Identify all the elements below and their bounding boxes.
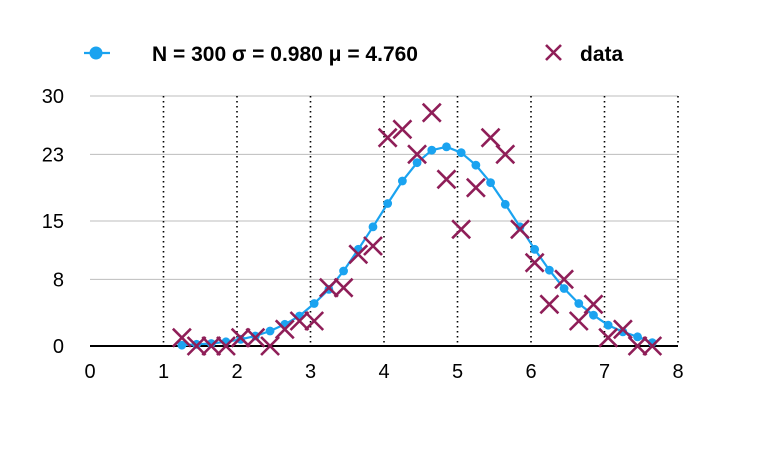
legend-data-label: data [580, 43, 624, 66]
data-point [598, 327, 619, 348]
fit-point [427, 145, 437, 155]
x-tick-label: 2 [231, 361, 242, 383]
x-tick-label: 5 [452, 361, 463, 383]
legend-data-marker [545, 44, 562, 61]
x-tick-label: 7 [599, 361, 610, 383]
data-point [201, 336, 222, 356]
fit-point [515, 222, 525, 232]
y-tick-label: 8 [53, 269, 64, 291]
fit-point [368, 222, 378, 232]
fit-point [559, 284, 569, 293]
fit-point [603, 320, 613, 330]
data-point [171, 327, 192, 348]
grid [90, 95, 679, 346]
data-point [392, 119, 413, 140]
data-point [318, 277, 339, 298]
x-tick-label: 1 [158, 361, 169, 383]
legend-fit-marker [84, 46, 110, 60]
data-point [539, 294, 560, 315]
fit-point [206, 339, 216, 348]
data-point [465, 177, 486, 198]
fit-point [574, 299, 584, 308]
fit-point [500, 199, 510, 209]
x-tick-labels: 0 1 2 3 4 5 6 7 8 [84, 361, 683, 383]
fit-series [177, 142, 657, 350]
fit-point [618, 327, 628, 337]
fit-point [397, 176, 407, 186]
y-tick-label: 23 [42, 144, 64, 166]
data-point [304, 311, 325, 331]
fit-point [456, 148, 466, 158]
fit-point [471, 160, 481, 170]
data-point [436, 169, 457, 190]
fit-point [383, 199, 393, 208]
data-point [568, 311, 589, 331]
data-point [348, 244, 369, 265]
data-series [171, 102, 663, 356]
y-tick-label: 0 [53, 336, 64, 358]
data-point [230, 327, 251, 348]
legend-fit-label: N = 300 σ = 0.980 μ = 4.760 [152, 43, 418, 66]
data-point [333, 277, 354, 298]
fit-curve-line [181, 145, 653, 347]
data-point [642, 336, 663, 356]
data-point [510, 219, 530, 240]
data-point [627, 336, 648, 356]
data-point [377, 127, 398, 148]
data-point [612, 319, 633, 340]
data-point [245, 327, 266, 348]
y-tick-labels: 0 8 15 23 30 [42, 86, 64, 358]
data-point [480, 127, 501, 148]
fit-point [589, 310, 598, 320]
y-tick-label: 15 [42, 211, 64, 233]
data-point [495, 144, 516, 165]
fit-point [486, 178, 495, 188]
data-point [524, 252, 545, 273]
x-tick-label: 0 [84, 361, 95, 383]
x-tick-label: 8 [672, 361, 683, 383]
fit-point [265, 326, 275, 336]
fit-point [339, 266, 348, 276]
fit-point [309, 299, 319, 308]
fit-point [633, 332, 642, 342]
legend-data-x [545, 44, 562, 61]
legend-fit-dot [89, 46, 103, 60]
fit-point [442, 142, 451, 152]
data-point [421, 102, 442, 123]
data-point [216, 336, 236, 356]
data-point [260, 336, 280, 356]
x-tick-label: 6 [525, 361, 536, 383]
fit-point [412, 158, 422, 168]
x-tick-label: 4 [378, 361, 389, 383]
y-tick-label: 30 [42, 86, 64, 108]
x-tick-label: 3 [305, 361, 316, 383]
fit-point [177, 340, 187, 350]
fit-point [530, 244, 540, 254]
data-point [186, 336, 207, 356]
data-point [407, 144, 427, 165]
data-point [289, 311, 310, 331]
data-point [274, 319, 295, 340]
data-point [583, 294, 604, 315]
fit-point [544, 265, 554, 275]
data-point [451, 219, 472, 240]
legend: N = 300 σ = 0.980 μ = 4.760 data [84, 43, 624, 66]
data-point [554, 269, 574, 290]
data-point [363, 236, 383, 256]
